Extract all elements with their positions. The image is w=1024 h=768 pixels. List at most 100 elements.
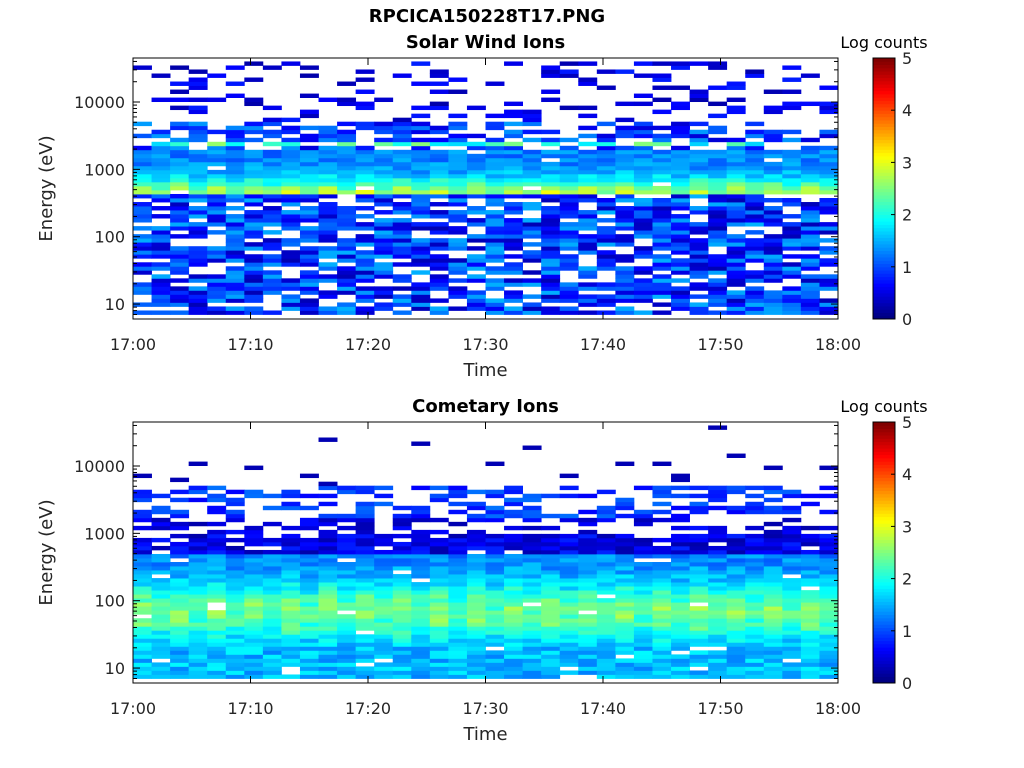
spectrogram-cell (671, 294, 690, 299)
colorbar-segment (873, 568, 895, 573)
colorbar-tick-label: 2 (902, 206, 912, 225)
spectrogram-cell (522, 557, 542, 563)
spectrogram-cell (800, 493, 820, 499)
spectrogram-cell (633, 626, 653, 631)
spectrogram-cell (541, 553, 561, 559)
spectrogram-cell (429, 618, 449, 623)
spectrogram-cell (281, 590, 301, 595)
spectrogram-cell (522, 630, 542, 635)
x-tick-label: 17:50 (697, 335, 743, 354)
spectrogram-cell (244, 574, 264, 579)
spectrogram-cell (745, 153, 765, 159)
colorbar-segment (873, 296, 895, 300)
spectrogram-cell (151, 238, 171, 243)
spectrogram-cell (188, 521, 208, 527)
spectrogram-cell (559, 586, 579, 591)
spectrogram-cell (151, 626, 171, 631)
spectrogram-cell (429, 642, 449, 647)
spectrogram-cell (671, 157, 690, 163)
spectrogram-cell (281, 165, 301, 171)
spectrogram-cell (188, 578, 208, 583)
spectrogram-cell (262, 549, 282, 555)
spectrogram-cell (615, 497, 635, 503)
spectrogram-cell (299, 218, 319, 223)
spectrogram-cell (448, 278, 468, 283)
spectrogram-cell (763, 578, 783, 583)
spectrogram-cell (207, 250, 227, 255)
spectrogram-cell (819, 642, 839, 647)
spectrogram-cell (782, 302, 802, 307)
colorbar-tick-label: 0 (902, 310, 912, 329)
spectrogram-cell (782, 89, 802, 94)
spectrogram-cell (466, 650, 486, 655)
spectrogram-cell (151, 230, 171, 235)
spectrogram-cell (151, 294, 171, 299)
spectrogram-cell (782, 286, 802, 291)
spectrogram-cell (578, 266, 598, 271)
spectrogram-cell (763, 189, 783, 195)
spectrogram-cell (133, 674, 152, 679)
spectrogram-cell (596, 310, 616, 315)
spectrogram-cell (504, 489, 523, 495)
spectrogram-cell (485, 630, 505, 635)
spectrogram-cell (448, 161, 468, 167)
spectrogram-cell (429, 666, 449, 671)
spectrogram-cell (504, 282, 523, 287)
spectrogram-cell (207, 497, 227, 503)
spectrogram-cell (671, 85, 690, 90)
spectrogram-cell (429, 222, 449, 227)
spectrogram-cell (374, 173, 394, 179)
spectrogram-cell (262, 282, 282, 287)
spectrogram-cell (374, 242, 394, 247)
spectrogram-cell (745, 598, 765, 603)
spectrogram-cell (299, 193, 319, 199)
spectrogram-cell (429, 582, 449, 587)
spectrogram-cell (559, 602, 579, 607)
spectrogram-cell (708, 238, 728, 243)
spectrogram-cell (708, 298, 728, 303)
spectrogram-cell (708, 570, 728, 575)
spectrogram-cell (726, 306, 746, 311)
spectrogram-cell (392, 230, 412, 235)
spectrogram-cell (299, 161, 319, 167)
spectrogram-cell (151, 674, 171, 679)
colorbar-segment (873, 74, 895, 79)
spectrogram-cell (671, 626, 690, 631)
colorbar-segment (873, 630, 895, 635)
spectrogram-cell (188, 594, 208, 599)
spectrogram-cell (281, 630, 301, 635)
colorbar-tick-label: 5 (902, 413, 912, 432)
spectrogram-cell (299, 618, 319, 623)
spectrogram-cell (819, 674, 839, 679)
spectrogram-cell (541, 298, 561, 303)
spectrogram-cell (708, 65, 728, 70)
spectrogram-cell (541, 246, 561, 251)
colorbar-segment (873, 536, 895, 540)
spectrogram-cell (633, 586, 653, 591)
spectrogram-cell (262, 614, 282, 619)
spectrogram-cell (262, 206, 282, 211)
spectrogram-cell (429, 298, 449, 303)
spectrogram-cell (522, 578, 542, 583)
spectrogram-cell (782, 222, 802, 227)
colorbar-segment (873, 142, 895, 147)
spectrogram-cell (429, 189, 449, 195)
colorbar-segment (873, 302, 895, 307)
spectrogram-cell (615, 602, 635, 607)
spectrogram-cell (411, 214, 431, 219)
spectrogram-cell (411, 610, 431, 615)
spectrogram-cell (485, 461, 505, 467)
spectrogram-cell (763, 638, 783, 643)
spectrogram-cell (411, 81, 431, 86)
spectrogram-cell (745, 73, 765, 78)
spectrogram-cell (411, 282, 431, 287)
spectrogram-cell (262, 278, 282, 283)
spectrogram-cell (819, 622, 839, 627)
spectrogram-cell (541, 594, 561, 599)
spectrogram-cell (800, 658, 820, 663)
spectrogram-cell (800, 218, 820, 223)
spectrogram-cell (541, 658, 561, 663)
spectrogram-cell (133, 270, 152, 275)
spectrogram-cell (708, 630, 728, 635)
spectrogram-cell (782, 157, 802, 163)
